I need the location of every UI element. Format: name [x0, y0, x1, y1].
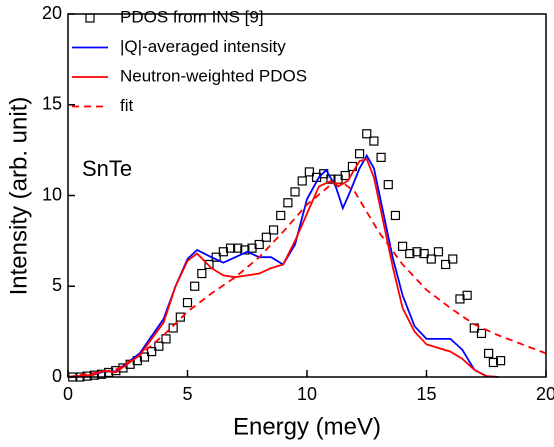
y-tick-label: 15	[42, 94, 62, 114]
x-tick-label: 20	[536, 384, 554, 404]
data-point	[204, 259, 214, 270]
data-line	[67, 158, 499, 378]
data-point	[190, 281, 200, 291]
legend-marker	[85, 13, 95, 23]
data-point	[376, 152, 386, 162]
data-point	[412, 247, 422, 257]
data-point	[405, 248, 415, 259]
data-point	[441, 259, 451, 270]
data-point	[488, 357, 499, 368]
data-point	[362, 129, 372, 139]
data-point	[240, 245, 250, 255]
data-point	[268, 225, 279, 235]
data-point	[383, 180, 393, 190]
data-point	[369, 136, 379, 146]
data-point	[139, 352, 150, 362]
data-point	[398, 241, 408, 251]
data-point	[283, 198, 293, 208]
data-point	[419, 248, 429, 259]
data-point	[448, 254, 458, 264]
x-tick-label: 0	[63, 384, 73, 404]
data-point	[433, 247, 444, 257]
annotation: SnTe	[82, 156, 132, 181]
data-point	[154, 341, 164, 351]
data-point	[197, 268, 207, 279]
data-point	[495, 356, 506, 366]
data-line	[67, 181, 547, 378]
legend-label: |Q|-averaged intensity	[120, 37, 286, 56]
data-point	[476, 328, 487, 339]
data-point	[326, 174, 336, 184]
data-point	[340, 170, 350, 181]
data-point	[182, 297, 193, 308]
data-point	[290, 187, 300, 197]
legend-label: Neutron-weighted PDOS	[120, 66, 307, 85]
data-point	[161, 334, 171, 344]
y-tick-label: 5	[52, 275, 62, 295]
data-point	[147, 346, 157, 357]
x-axis-label: Energy (meV)	[233, 413, 381, 440]
legend-label: fit	[120, 96, 134, 115]
data-point	[233, 243, 243, 253]
data-point	[390, 210, 401, 221]
data-point	[254, 239, 264, 250]
y-tick-label: 10	[42, 184, 62, 204]
x-tick-label: 5	[182, 384, 192, 404]
legend-label: PDOS from INS [9]	[120, 7, 264, 26]
data-point	[261, 232, 271, 242]
y-axis-label: Intensity (arb. unit)	[5, 97, 32, 296]
x-tick-label: 15	[416, 384, 436, 404]
data-point	[304, 167, 314, 177]
data-point	[354, 149, 365, 159]
data-point	[175, 312, 185, 322]
y-tick-label: 0	[52, 366, 62, 386]
data-line	[67, 153, 499, 378]
data-point	[426, 254, 436, 264]
x-tick-label: 10	[297, 384, 317, 404]
y-tick-label: 20	[42, 3, 62, 23]
data-point	[462, 290, 472, 300]
data-point	[225, 243, 236, 253]
data-point	[168, 323, 178, 333]
data-point	[276, 210, 286, 221]
data-point	[484, 348, 494, 359]
data-point	[297, 176, 307, 186]
